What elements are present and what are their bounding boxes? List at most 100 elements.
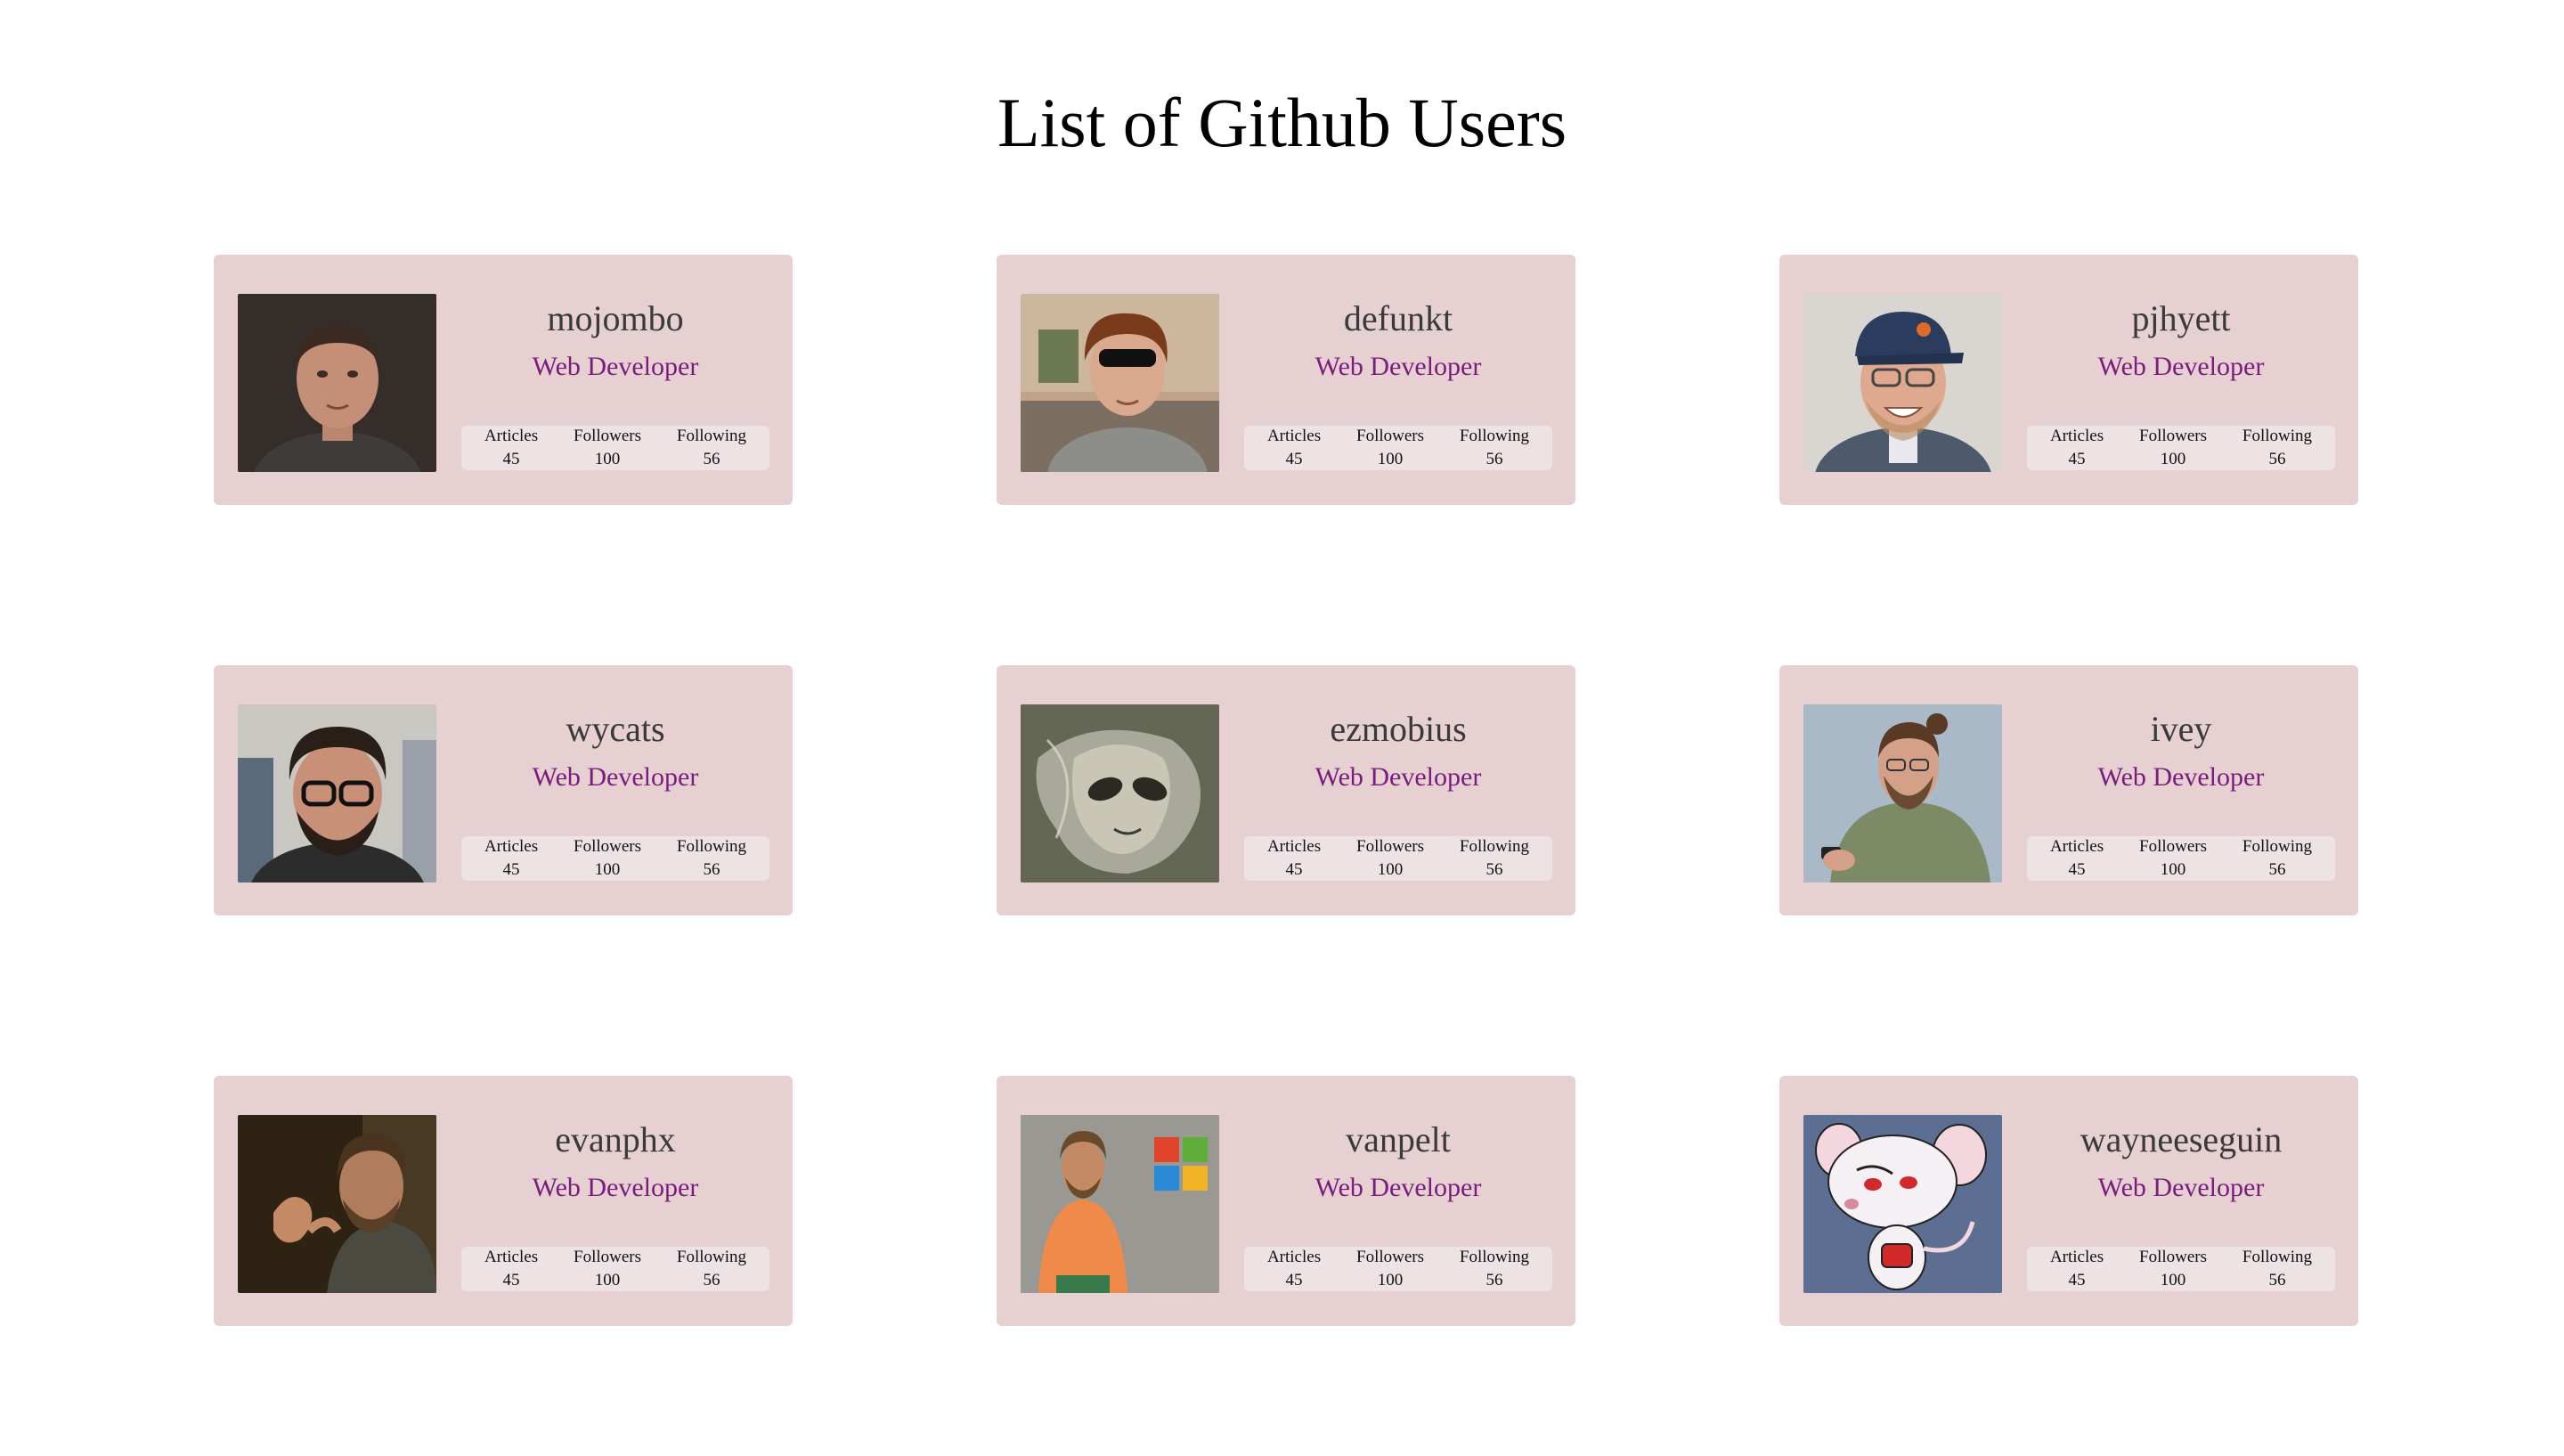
stat-value: 100 [594, 860, 621, 879]
user-avatar [238, 704, 436, 883]
user-role: Web Developer [532, 762, 699, 792]
stat-value: 45 [2068, 450, 2086, 468]
stat-label: Followers [1356, 837, 1425, 856]
stat-articles: Articles 45 [1267, 425, 1321, 471]
user-avatar [1803, 294, 2002, 472]
stat-label: Articles [1266, 1248, 1322, 1266]
user-card[interactable]: defunkt Web Developer Articles 45 Followe… [997, 255, 1575, 505]
username[interactable]: ivey [2150, 709, 2212, 749]
stat-followers: Followers 100 [1356, 1246, 1424, 1292]
stat-value: 56 [2268, 450, 2286, 468]
username[interactable]: wycats [566, 709, 665, 749]
stat-following: Following 56 [1460, 425, 1529, 471]
user-stats: Articles 45 Followers 100 Following 56 [1244, 426, 1552, 470]
user-role: Web Developer [2097, 352, 2265, 381]
user-avatar [1803, 704, 2002, 883]
stat-value: 56 [703, 860, 720, 879]
user-card[interactable]: evanphx Web Developer Articles 45 Followe… [214, 1076, 793, 1326]
stat-label: Followers [574, 1248, 642, 1266]
page-title: List of Github Users [997, 84, 1567, 161]
user-card[interactable]: ezmobius Web Developer Articles 45 Follow… [997, 665, 1575, 915]
user-avatar [1021, 1115, 1219, 1293]
stat-value: 100 [2160, 1271, 2186, 1289]
user-role: Web Developer [2097, 1173, 2265, 1202]
user-info: ivey Web Developer Articles 45 Followers 1… [2027, 704, 2335, 883]
stat-value: 56 [2268, 860, 2286, 879]
stat-value: 100 [594, 1271, 621, 1289]
stat-following: Following 56 [1460, 835, 1529, 882]
user-role: Web Developer [532, 1173, 699, 1202]
stat-value: 45 [2068, 860, 2086, 879]
user-info: evanphx Web Developer Articles 45 Followe… [461, 1115, 769, 1293]
username[interactable]: defunkt [1343, 298, 1453, 338]
stat-value: 56 [1485, 860, 1503, 879]
stat-value: 45 [1285, 860, 1303, 879]
stat-value: 100 [1377, 450, 1404, 468]
user-card[interactable]: wayneeseguin Web Developer Articles 45 Fo… [1779, 1076, 2358, 1326]
stat-followers: Followers 100 [574, 1246, 641, 1292]
user-role: Web Developer [1315, 352, 1482, 381]
stat-following: Following 56 [2242, 835, 2312, 882]
username[interactable]: ezmobius [1330, 709, 1467, 749]
user-card[interactable]: mojombo Web Developer Articles 45 Followe… [214, 255, 793, 505]
stat-articles: Articles 45 [2050, 1246, 2104, 1292]
stat-value: 100 [594, 450, 621, 468]
stat-value: 45 [502, 1271, 520, 1289]
username[interactable]: pjhyett [2131, 298, 2231, 338]
stat-value: 45 [1285, 1271, 1303, 1289]
user-card[interactable]: wycats Web Developer Articles 45 Follower… [214, 665, 793, 915]
stat-label: Articles [2049, 1248, 2104, 1266]
stat-label: Followers [1356, 427, 1425, 445]
stat-label: Articles [2049, 837, 2104, 856]
user-info: mojombo Web Developer Articles 45 Followe… [461, 294, 769, 472]
stat-articles: Articles 45 [484, 1246, 538, 1292]
stat-value: 45 [2068, 1271, 2086, 1289]
user-stats: Articles 45 Followers 100 Following 56 [2027, 1247, 2335, 1291]
user-avatar [1021, 704, 1219, 883]
user-info: defunkt Web Developer Articles 45 Followe… [1244, 294, 1552, 472]
user-stats: Articles 45 Followers 100 Following 56 [1244, 1247, 1552, 1291]
stat-value: 100 [2160, 450, 2186, 468]
stat-articles: Articles 45 [2050, 425, 2104, 471]
username[interactable]: vanpelt [1346, 1119, 1451, 1159]
stat-label: Following [676, 1248, 747, 1266]
stat-label: Followers [2139, 427, 2208, 445]
stat-articles: Articles 45 [484, 425, 538, 471]
stat-value: 45 [502, 860, 520, 879]
user-stats: Articles 45 Followers 100 Following 56 [2027, 426, 2335, 470]
stat-label: Following [2242, 837, 2313, 856]
stat-label: Following [676, 837, 747, 856]
stat-following: Following 56 [677, 835, 746, 882]
user-role: Web Developer [532, 352, 699, 381]
stat-value: 45 [1285, 450, 1303, 468]
stat-label: Articles [484, 837, 539, 856]
user-role: Web Developer [2097, 762, 2265, 792]
stat-articles: Articles 45 [2050, 835, 2104, 882]
user-avatar [238, 1115, 436, 1293]
stat-following: Following 56 [677, 1246, 746, 1292]
stat-value: 56 [1485, 1271, 1503, 1289]
stat-label: Articles [2049, 427, 2104, 445]
username[interactable]: mojombo [547, 298, 684, 338]
user-stats: Articles 45 Followers 100 Following 56 [1244, 836, 1552, 881]
stat-value: 56 [703, 1271, 720, 1289]
username[interactable]: evanphx [555, 1119, 676, 1159]
stat-label: Following [676, 427, 747, 445]
user-card[interactable]: ivey Web Developer Articles 45 Followers 1… [1779, 665, 2358, 915]
stat-followers: Followers 100 [574, 425, 641, 471]
stat-value: 56 [703, 450, 720, 468]
stat-label: Following [2242, 1248, 2313, 1266]
stat-followers: Followers 100 [2139, 425, 2207, 471]
user-card[interactable]: pjhyett Web Developer Articles 45 Followe… [1779, 255, 2358, 505]
stat-label: Followers [2139, 837, 2208, 856]
stat-label: Followers [574, 837, 642, 856]
user-info: wayneeseguin Web Developer Articles 45 Fo… [2027, 1115, 2335, 1293]
stat-followers: Followers 100 [2139, 1246, 2207, 1292]
stat-label: Articles [1266, 837, 1322, 856]
user-avatar [1021, 294, 1219, 472]
user-info: ezmobius Web Developer Articles 45 Follow… [1244, 704, 1552, 883]
stat-value: 100 [1377, 1271, 1404, 1289]
user-card[interactable]: vanpelt Web Developer Articles 45 Followe… [997, 1076, 1575, 1326]
username[interactable]: wayneeseguin [2080, 1119, 2283, 1159]
